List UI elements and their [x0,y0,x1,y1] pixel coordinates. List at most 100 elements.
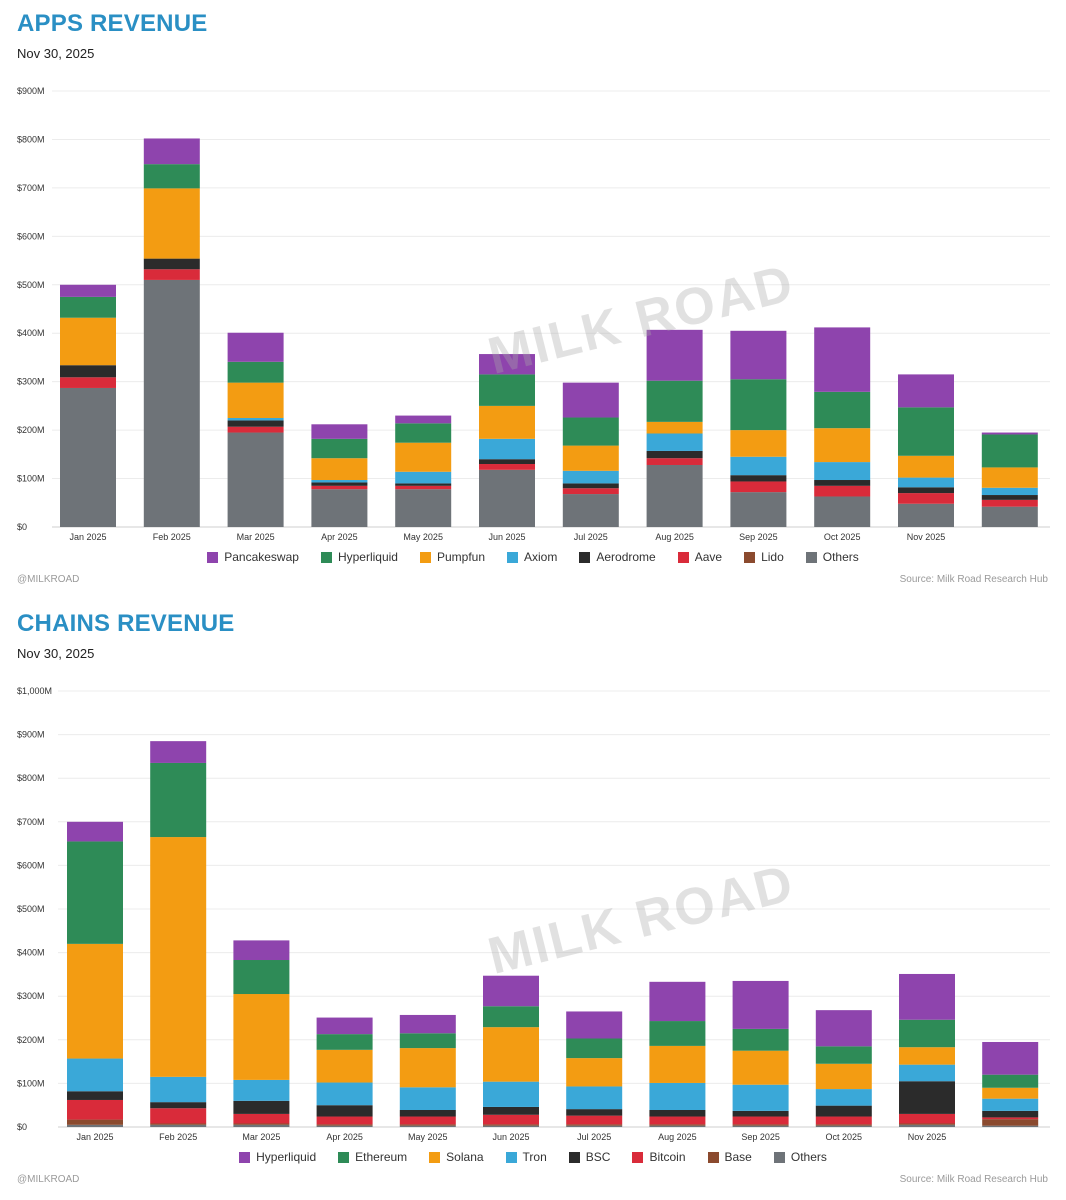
x-tick-label: Jul 2025 [577,1132,611,1142]
legend-label: Solana [446,1150,484,1164]
legend-label: Bitcoin [649,1150,686,1164]
bar-segment-hyperliquid [311,438,368,459]
bar-segment-solana [399,1048,456,1088]
apps-legend: Pancakeswap Hyperliquid Pumpfun Axiom Aerodr… [0,550,1066,564]
chains-title: CHAINS REVENUE [17,610,235,637]
bar-segment-pumpfun [646,421,703,434]
bar-segment-others [730,492,787,527]
bar-segment-pancakeswap [227,332,284,362]
x-tick-label: Aug 2025 [658,1132,697,1142]
bar-segment-others [982,1125,1039,1127]
bar-segment-tron [150,1076,207,1103]
bar-segment-hyperliquid [730,379,787,431]
bar-segment-others [815,1125,872,1127]
y-tick-label: $500M [17,904,45,914]
bar-segment-tron [233,1079,290,1101]
bar-segment-ethereum [399,1033,456,1049]
x-tick-label: Nov 2025 [907,532,946,542]
x-tick-label: Jan 2025 [76,1132,113,1142]
bar-segment-bsc [316,1105,373,1117]
bar-segment-pumpfun [60,317,116,366]
bar-segment-aave [646,458,703,465]
bar-segment-pancakeswap [562,382,619,418]
bar-segment-aerodrome [730,475,787,482]
bar-segment-pumpfun [981,467,1038,488]
bar-segment-aave [143,269,200,280]
y-tick-label: $400M [17,328,45,338]
x-tick-label: Mar 2025 [242,1132,280,1142]
bar-segment-aave [311,485,368,490]
legend-label: Tron [522,1150,547,1164]
bar-segment-hyperliquid [479,374,535,406]
legend-swatch [507,551,518,563]
bar-segment-pancakeswap [981,432,1038,435]
y-tick-label: $100M [17,1078,45,1088]
bar-segment-bitcoin [233,1113,290,1124]
bar-segment-solana [566,1058,623,1087]
legend-swatch [707,1151,719,1163]
bar-segment-aerodrome [227,420,284,427]
bar-segment-pumpfun [562,445,619,471]
bar-segment-axiom [395,471,452,484]
bar-segment-base [982,1119,1039,1126]
bar-segment-bsc [982,1110,1039,1118]
bar-segment-axiom [227,418,284,421]
chains-date: Nov 30, 2025 [17,646,95,661]
bar-segment-solana [899,1047,955,1065]
bar-segment-tron [67,1058,123,1092]
bar-segment-aave [730,481,787,493]
bar-segment-pancakeswap [898,374,954,408]
legend-swatch [568,1151,580,1163]
bar-segment-pumpfun [395,442,452,472]
y-tick-label: $800M [17,134,45,144]
legend-swatch [338,1151,350,1163]
legend-item-pumpfun: Pumpfun [419,550,485,564]
bar-segment-others [227,432,284,527]
apps-date: Nov 30, 2025 [17,46,95,61]
x-tick-label: Jan 2025 [69,532,106,542]
bar-segment-base [399,1124,456,1126]
bar-segment-pumpfun [311,458,368,481]
bar-segment-hyperliquid [649,981,706,1022]
bar-segment-tron [732,1084,789,1111]
bar-segment-hyperliquid [898,407,954,456]
bar-segment-hyperliquid [483,975,539,1007]
legend-item-bsc: BSC [568,1150,610,1164]
y-tick-label: $1,000M [17,686,52,696]
apps-handle: @MILKROAD [17,574,80,585]
bar-segment-hyperliquid [814,391,871,429]
bar-segment-tron [483,1081,539,1107]
bar-segment-tron [899,1064,955,1082]
bar-segment-aerodrome [814,480,871,486]
bar-segment-hyperliquid [732,980,789,1029]
bar-segment-bsc [67,1091,123,1100]
y-tick-label: $200M [17,1035,45,1045]
legend-swatch [419,551,431,563]
legend-label: Hyperliquid [337,550,398,564]
legend-item-bitcoin: Bitcoin [632,1150,686,1164]
bar-segment-pancakeswap [311,424,368,439]
bar-segment-others [732,1125,789,1127]
x-tick-label: Mar 2025 [237,532,275,542]
y-tick-label: $600M [17,231,45,241]
y-tick-label: $700M [17,817,45,827]
bar-segment-ethereum [815,1046,872,1064]
bar-segment-aave [60,377,116,388]
bar-segment-pumpfun [814,428,871,463]
legend-swatch [744,551,756,563]
legend-swatch [677,551,689,563]
bar-segment-tron [815,1089,872,1106]
bar-segment-hyperliquid [562,417,619,446]
bar-segment-bitcoin [649,1116,706,1125]
bar-segment-pumpfun [143,188,200,259]
bar-segment-ethereum [233,960,290,995]
bar-segment-others [646,464,703,527]
bar-segment-solana [982,1087,1039,1099]
bar-segment-aerodrome [646,450,703,459]
bar-segment-solana [150,837,207,1077]
bar-segment-tron [399,1087,456,1110]
bar-segment-aerodrome [60,365,116,378]
bar-segment-pancakeswap [479,354,535,375]
bar-segment-tron [649,1082,706,1110]
y-tick-label: $100M [17,474,45,484]
